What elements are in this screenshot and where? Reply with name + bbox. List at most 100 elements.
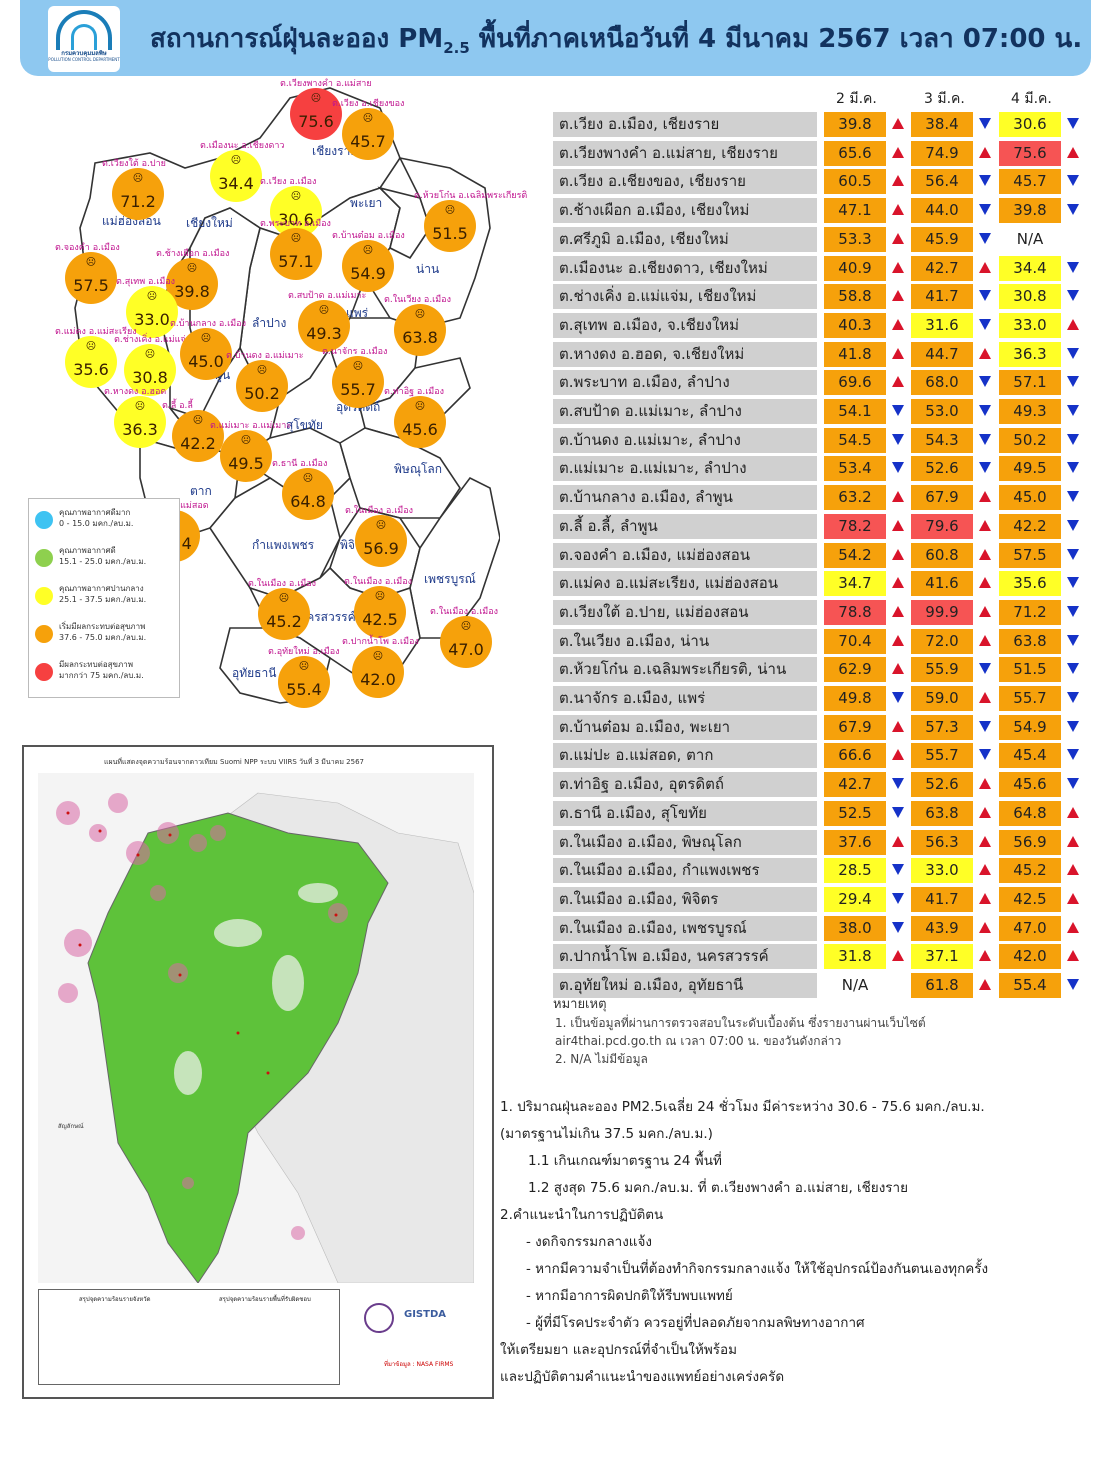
trend-down-icon (1067, 118, 1081, 130)
pm-value-day3: 42.7 (911, 255, 973, 281)
station-aqi-value: 64.8 (290, 492, 326, 511)
summary-line: (มาตรฐานไม่เกิน 37.5 มคก./ลบ.ม.) (500, 1126, 713, 1142)
trend-down-icon (979, 376, 993, 388)
arrow-up-icon (892, 548, 904, 560)
legend-title: มีผลกระทบต่อสุขภาพ (59, 660, 134, 669)
arrow-up-icon (979, 864, 991, 876)
pm-value-day4: 75.6 (999, 140, 1061, 166)
legend-swatch-icon (35, 587, 53, 605)
logo-org-name-en: POLLUTION CONTROL DEPARTMENT (48, 57, 120, 62)
arrow-up-icon (1067, 864, 1079, 876)
pm-value-day3: 63.8 (911, 800, 973, 826)
trend-up-icon (892, 175, 906, 187)
arrow-down-icon (892, 921, 904, 933)
station-aqi-value: 50.2 (244, 384, 280, 403)
station-aqi-bubble: ☹ 47.0 (440, 616, 492, 668)
arrow-up-icon (979, 835, 991, 847)
table-row: ต.พระบาท อ.เมือง, ลำปาง 69.6 68.0 57.1 (553, 368, 1089, 397)
station-name: ต.ในเมือง อ.เมือง, กำแพงเพชร (553, 858, 817, 884)
face-icon: ☹ (200, 333, 212, 344)
trend-up-icon (892, 519, 906, 532)
province-label: ตาก (190, 484, 212, 498)
station-aqi-value: 55.7 (340, 380, 376, 399)
station-aqi-bubble: ☹ 45.2 (258, 588, 310, 640)
arrow-down-icon (979, 318, 991, 330)
station-map-label: ต.ในเมือง อ.เมือง (248, 579, 316, 589)
station-aqi-bubble: ☹ 42.5 (354, 586, 406, 638)
legend-title: คุณภาพอากาศปานกลาง (59, 584, 144, 593)
face-icon: ☹ (85, 341, 97, 352)
trend-up-icon (1067, 318, 1081, 331)
province-label: พะเยา (350, 196, 383, 210)
table-row: ต.ปากน้ำโพ อ.เมือง, นครสวรรค์ 31.8 37.1 42.… (553, 942, 1089, 971)
title-suffix: พื้นที่ภาคเหนือวันที่ 4 มีนาคม 2567 เวลา… (469, 24, 1083, 54)
arrow-up-icon (979, 692, 991, 703)
legend-range: 37.6 - 75.0 มคก./ลบ.ม. (59, 633, 147, 642)
station-aqi-value: 57.1 (278, 252, 314, 271)
legend-text: คุณภาพอากาศปานกลาง 25.1 - 37.5 มคก./ลบ.ม. (59, 583, 146, 605)
arrow-down-icon (1067, 290, 1079, 302)
arrow-down-icon (1067, 577, 1079, 589)
agency-seal-icon (364, 1303, 394, 1333)
province-label: พิษณุโลก (394, 462, 443, 476)
pm-value-day4: 36.3 (999, 341, 1061, 367)
summary-line: 1.2 สูงสุด 75.6 มคก./ลบ.ม. ที่ ต.เวียงพา… (528, 1180, 909, 1196)
trend-up-icon (892, 950, 906, 962)
pm-value-day2: 37.6 (824, 829, 886, 855)
trend-down-icon (1067, 261, 1081, 274)
summary-line: 1. ปริมาณฝุ่นละออง PM2.5เฉลี่ย 24 ชั่วโม… (500, 1099, 985, 1115)
station-aqi-value: 51.5 (432, 224, 468, 243)
station-map-label: ต.ในเวียง อ.เมือง (384, 295, 451, 305)
table-row: ต.ในเวียง อ.เมือง, น่าน 70.4 72.0 63.8 (553, 627, 1089, 656)
pm-value-day3: 74.9 (911, 140, 973, 166)
arrow-up-icon (1067, 921, 1079, 933)
face-icon: ☹ (352, 361, 364, 372)
hotspot-map-title: แผนที่แสดงจุดความร้อนจากดาวเทียม Suomi N… (104, 758, 364, 766)
arrow-down-icon (979, 290, 991, 302)
trend-up-icon (979, 491, 993, 503)
pm-value-day4: 45.7 (999, 169, 1061, 195)
trend-down-icon (979, 290, 993, 302)
face-icon: ☹ (414, 309, 426, 320)
station-map-label: ต.ในเมือง อ.เมือง (430, 607, 498, 617)
station-aqi-bubble: ☹ 64.8 (282, 468, 334, 520)
pm-value-day4: 57.1 (999, 370, 1061, 396)
trend-up-icon (979, 979, 993, 991)
station-aqi-bubble: ☹ 57.5 (65, 252, 117, 304)
station-aqi-value: 34.4 (218, 174, 254, 193)
notes-line: 2. N/A ไม่มีข้อมูล (555, 1052, 648, 1066)
station-aqi-value: 75.6 (298, 112, 334, 131)
station-aqi-value: 33.0 (134, 310, 170, 329)
station-map-label: ต.ช่างเคิ่ง อ.แม่แจ่ม (114, 335, 192, 345)
arrow-down-icon (979, 118, 991, 129)
station-aqi-value: 42.5 (362, 610, 398, 629)
pm-value-day4: 45.0 (999, 485, 1061, 511)
station-map-label: ต.ธานี อ.เมือง (272, 459, 328, 469)
station-map-label: ต.แม่เมาะ อ.แม่เมาะ (210, 421, 292, 431)
station-aqi-value: 42.2 (180, 434, 216, 453)
station-name: ต.แม่ปะ อ.แม่สอด, ตาก (553, 743, 817, 769)
table-row: ต.ในเมือง อ.เมือง, กำแพงเพชร 28.5 33.0 45.2 (553, 856, 1089, 885)
pm-value-day2: 47.1 (824, 198, 886, 224)
station-aqi-bubble: ☹ 30.8 (124, 344, 176, 396)
face-icon: ☹ (375, 520, 387, 531)
trend-down-icon (892, 405, 906, 417)
face-icon: ☹ (132, 173, 144, 184)
pm-value-day2: N/A (824, 973, 886, 998)
station-name: ต.ช่างเคิ่ง อ.แม่แจ่ม, เชียงใหม่ (553, 284, 817, 310)
station-name: ต.ศรีภูมิ อ.เมือง, เชียงใหม่ (553, 226, 817, 252)
trend-down-icon (892, 806, 906, 819)
pm-value-day4: 42.2 (999, 513, 1061, 539)
station-map-label: ต.เวียงพางคำ อ.แม่สาย (280, 79, 372, 89)
pm-value-day2: 39.8 (824, 112, 886, 137)
table-row: ต.ธานี อ.เมือง, สุโขทัย 52.5 63.8 64.8 (553, 799, 1089, 828)
trend-up-icon (979, 921, 993, 934)
trend-up-icon (979, 548, 993, 561)
pm-value-day2: 40.3 (824, 312, 886, 338)
trend-up-icon (1067, 146, 1081, 159)
trend-down-icon (1067, 548, 1081, 561)
station-name: ต.สุเทพ อ.เมือง, จ.เชียงใหม่ (553, 312, 817, 338)
face-icon: ☹ (278, 593, 290, 604)
date-header-day3: 3 มี.ค. (924, 91, 965, 107)
station-map-label: ต.ห้วยโก๋น อ.เฉลิมพระเกียรติ (414, 191, 528, 201)
